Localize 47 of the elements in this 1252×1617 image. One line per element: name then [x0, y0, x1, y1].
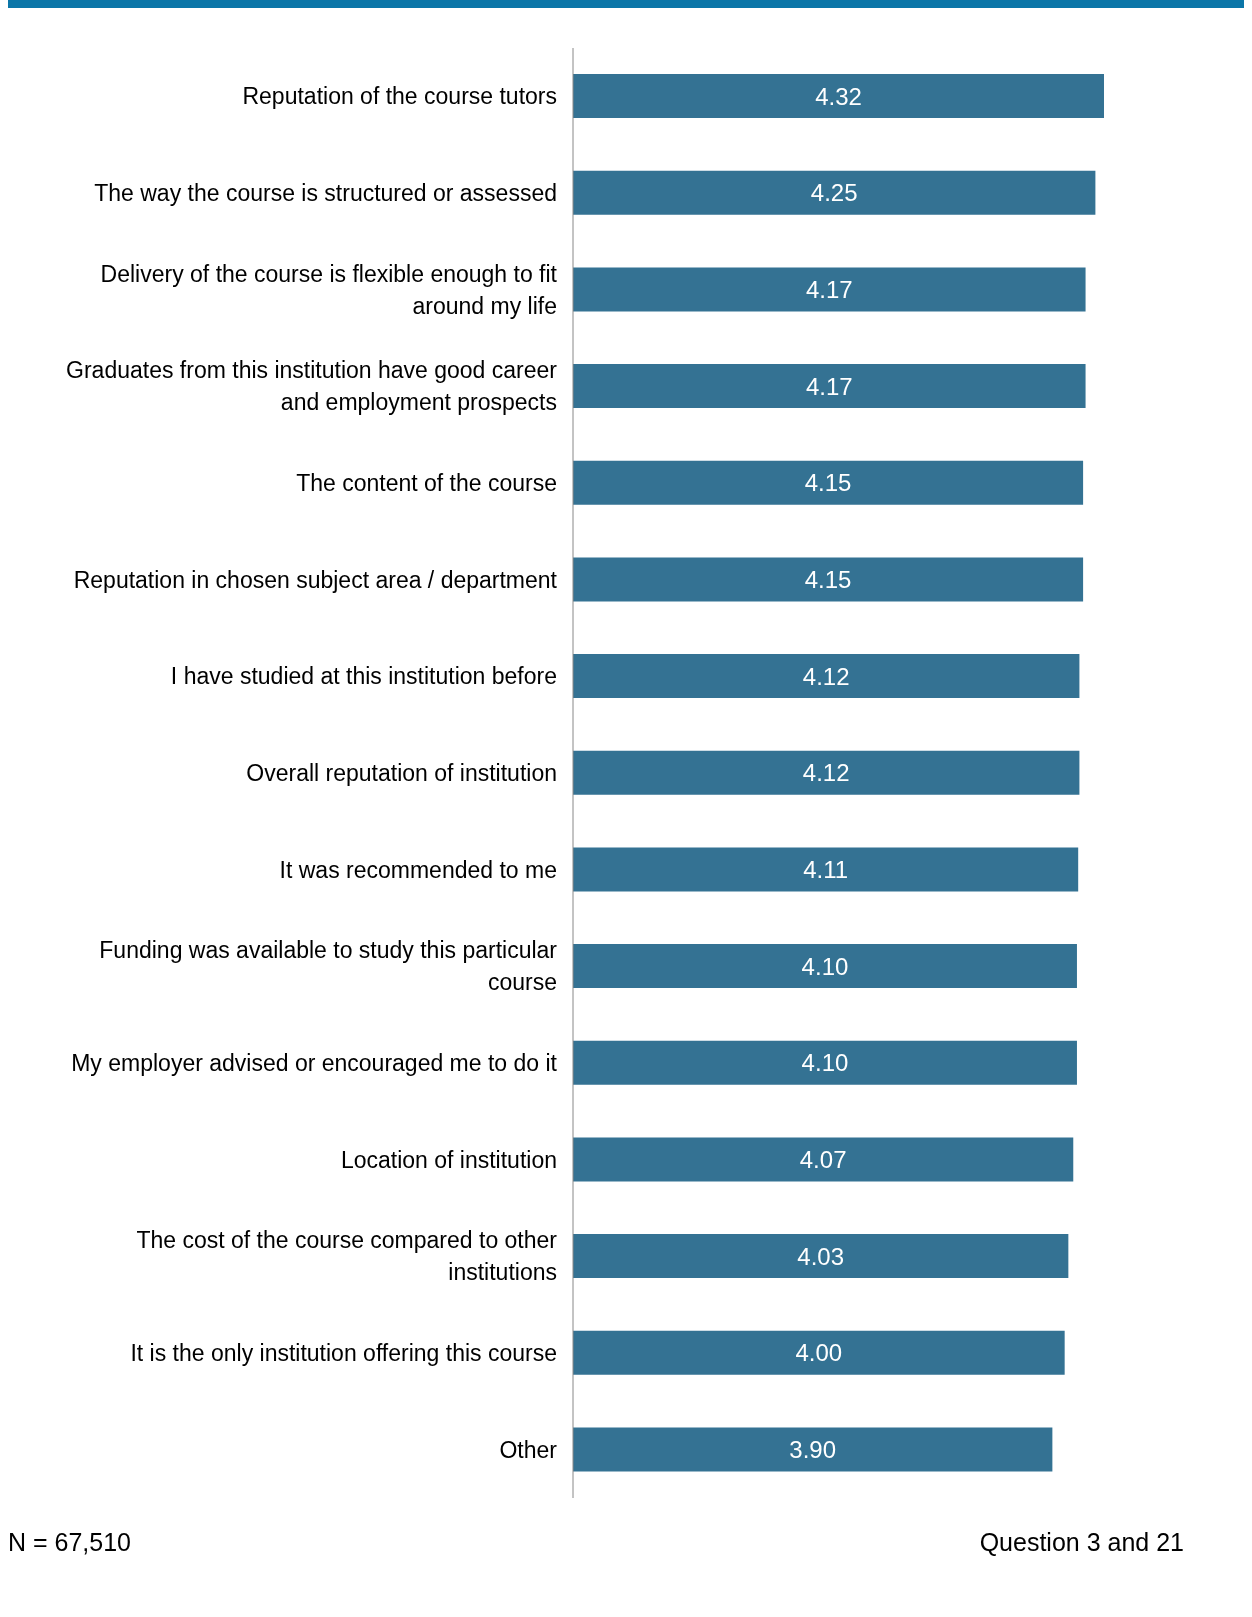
bar [573, 557, 1084, 602]
bar [573, 460, 1084, 505]
bar [573, 1330, 1065, 1375]
data-label: 4.03 [797, 1242, 845, 1270]
data-label: 4.32 [815, 82, 862, 110]
bar [573, 170, 1096, 215]
y-tick-label: Funding was available to study this particular course [99, 937, 558, 996]
bar [573, 1040, 1077, 1085]
data-label: 4.17 [805, 372, 853, 400]
data-label: 4.11 [803, 855, 849, 883]
bar [573, 654, 1080, 699]
bar [573, 74, 1104, 119]
bar [573, 364, 1086, 409]
y-tick-label: My employer advised or encouraged me to do it [71, 1050, 558, 1076]
bar [573, 750, 1080, 795]
bar [573, 1137, 1074, 1182]
bar [573, 847, 1079, 892]
data-label: 3.90 [789, 1435, 837, 1463]
y-tick-label: Location of institution [340, 1146, 557, 1173]
data-label: 4.00 [795, 1339, 843, 1367]
data-label: 4.07 [799, 1145, 847, 1173]
data-label: 4.12 [802, 662, 850, 690]
data-label: 4.10 [801, 1049, 849, 1077]
y-tick-label: Delivery of the course is flexible enough to fit around my life [100, 260, 558, 319]
bar [573, 1234, 1069, 1279]
text: Question 3 and 21 [979, 1528, 1184, 1557]
bar [573, 944, 1077, 989]
data-label: 4.15 [804, 565, 852, 593]
y-tick-label: I have studied at this institution before [170, 663, 557, 690]
y-tick-label: It is the only institution offering this course [130, 1340, 557, 1366]
text: N = 67,510 [8, 1528, 132, 1557]
y-tick-label: The content of the course [296, 470, 557, 496]
y-tick-label: The cost of the course compared to other institutions [136, 1227, 558, 1286]
data-label: 4.15 [804, 469, 852, 497]
data-label: 4.17 [805, 275, 853, 303]
y-tick-label: It was recommended to me [279, 856, 557, 883]
y-tick-label: The way the course is structured or assessed [94, 180, 557, 206]
bar [573, 1427, 1053, 1472]
y-tick-label: Reputation of the course tutors [242, 83, 557, 110]
y-tick-label: Overall reputation of institution [246, 760, 557, 786]
y-tick-label: Other [499, 1436, 558, 1463]
data-label: 4.12 [802, 759, 850, 787]
y-tick-label: Reputation in chosen subject area / department [73, 566, 558, 593]
y-tick-label: Graduates from this institution have good career and employment prospects [66, 357, 558, 416]
bar [573, 267, 1086, 312]
data-label: 4.10 [801, 952, 849, 980]
data-label: 4.25 [810, 179, 858, 207]
